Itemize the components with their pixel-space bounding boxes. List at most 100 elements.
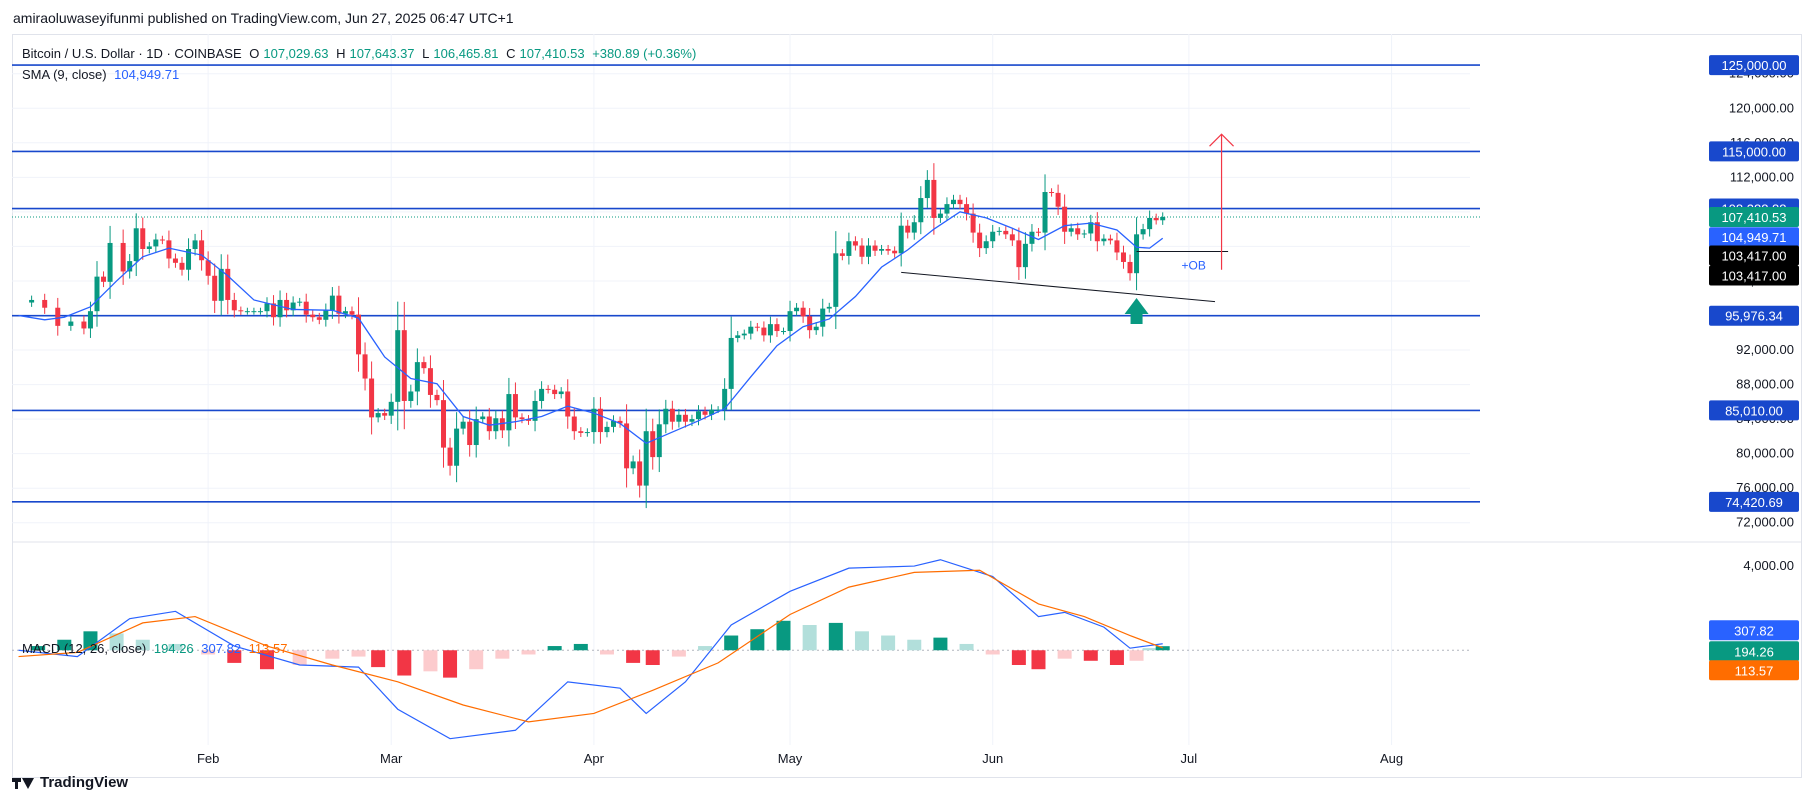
candle-down [970, 213, 976, 233]
candle-up [414, 362, 420, 392]
candle-up [290, 302, 296, 311]
candle-down [1127, 261, 1133, 274]
candle-up [911, 222, 917, 233]
candle-down [852, 241, 858, 246]
candle-up [950, 199, 956, 205]
macd-histogram-bar [854, 631, 869, 651]
candle-down [101, 276, 107, 282]
price-tick-label: 72,000.00 [1736, 515, 1794, 530]
candle-down [1003, 230, 1009, 235]
candle-down [807, 316, 813, 331]
candle-down [1114, 240, 1120, 253]
symbol-name[interactable]: Bitcoin / U.S. Dollar · 1D · COINBASE [22, 46, 242, 61]
macd-histogram-bar [828, 622, 843, 651]
macd-legend[interactable]: MACD (12, 26, close) 194.26 307.82 113.5… [22, 641, 291, 656]
candle-down [284, 299, 290, 311]
macd-label: MACD (12, 26, close) [22, 641, 147, 656]
tradingview-footer[interactable]: TradingView [12, 774, 128, 791]
candle-down [519, 417, 525, 420]
candle-down [545, 388, 551, 390]
candle-down [499, 418, 505, 431]
candle-down [421, 362, 427, 369]
macd-histogram-bar [724, 635, 739, 651]
macd-histogram-value: 194.26 [153, 641, 194, 656]
candle-up [107, 242, 113, 282]
macd-histogram-bar [1083, 650, 1098, 661]
candle-down [120, 242, 126, 272]
macd-signal-value: 113.57 [248, 641, 288, 656]
candle-up [689, 419, 695, 422]
macd-histogram-tag-label: 194.26 [1734, 644, 1774, 659]
chart-frame[interactable] [12, 34, 1802, 778]
macd-histogram-bar [57, 639, 72, 651]
footer-brand: TradingView [40, 774, 129, 791]
macd-histogram-bar [933, 637, 948, 651]
candle-up [94, 276, 100, 312]
candle-down [885, 249, 891, 251]
price-tick-label: 88,000.00 [1736, 377, 1794, 392]
candle-up [676, 414, 682, 422]
bounce-arrow-icon [1124, 298, 1149, 325]
candle-down [565, 391, 571, 417]
macd-histogram-bar [1142, 648, 1157, 651]
candle-up [329, 295, 335, 311]
macd-line-tag [1709, 620, 1799, 641]
macd-histogram-bar [495, 650, 510, 659]
candle-up [826, 306, 832, 309]
macd-histogram-bar [645, 650, 660, 665]
candle-down [597, 408, 603, 433]
candle-up [68, 321, 74, 326]
candle-up [865, 245, 871, 257]
candle-down [362, 354, 368, 379]
macd-histogram-bar [469, 650, 484, 670]
open-value: 107,029.63 [263, 46, 329, 61]
candle-up [898, 225, 904, 254]
candle-down [512, 394, 518, 418]
candle-down [839, 253, 845, 256]
candle-down [401, 330, 407, 401]
macd-histogram-bar [201, 650, 216, 655]
macd-histogram-bar [371, 650, 386, 668]
candle-up [375, 413, 381, 418]
publisher-line: amiraoluwaseyifunmi published on Trading… [13, 10, 514, 26]
candle-up [127, 261, 133, 272]
sma-legend[interactable]: SMA (9, close) 104,949.71 [22, 67, 183, 82]
level-price-tag [1709, 141, 1799, 162]
macd-tick-label: 4,000.00 [1743, 558, 1794, 573]
macd-histogram-bar [325, 650, 340, 659]
candle-down [571, 416, 577, 432]
candle-up [460, 421, 466, 429]
candle-down [303, 301, 309, 315]
candle-up [473, 419, 479, 446]
candle-up [133, 228, 139, 262]
candle-up [696, 411, 702, 420]
price-tick-label: 80,000.00 [1736, 446, 1794, 461]
candle-down [637, 461, 643, 486]
candle-down [55, 307, 61, 326]
candle-up [918, 198, 924, 223]
high-label: H [336, 46, 346, 61]
candle-up [218, 268, 224, 301]
candle-down [1016, 240, 1022, 268]
candle-down [231, 299, 237, 311]
candle-up [323, 310, 329, 320]
candle-up [388, 401, 394, 416]
last-price-tag-label: 107,410.53 [1721, 210, 1786, 225]
candle-down [774, 324, 780, 332]
candle-up [728, 337, 734, 389]
candle-down [578, 431, 584, 433]
macd-line-tag-label: 307.82 [1734, 623, 1774, 638]
candle-down [369, 378, 375, 418]
candle-down [650, 431, 656, 458]
candle-up [833, 253, 839, 307]
candle-down [761, 327, 767, 336]
time-tick-label: May [778, 751, 803, 766]
candle-up [532, 400, 538, 421]
candle-up [584, 432, 590, 434]
price-tick-label: 76,000.00 [1736, 480, 1794, 495]
level-price-tag [1709, 491, 1799, 512]
candle-up [794, 307, 800, 312]
price-tick-label: 112,000.00 [1730, 169, 1794, 184]
candle-up [342, 311, 348, 314]
